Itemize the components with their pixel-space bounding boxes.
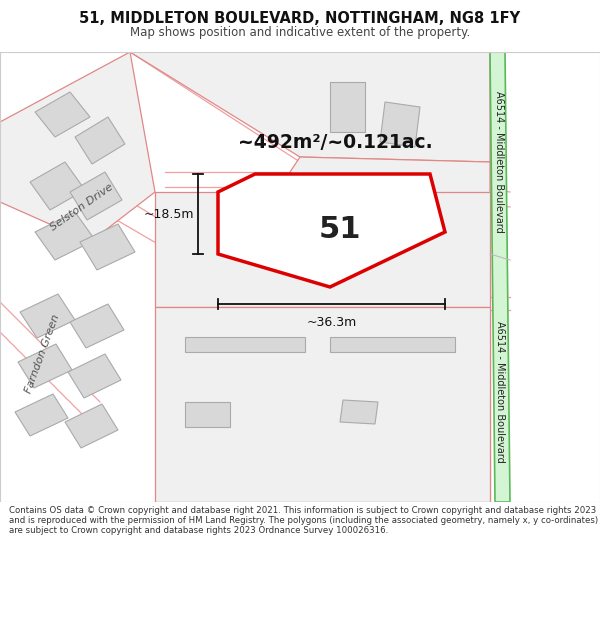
Polygon shape <box>290 157 490 282</box>
Polygon shape <box>30 162 85 210</box>
Text: A6514 - Middleton Boulevard: A6514 - Middleton Boulevard <box>495 321 505 463</box>
Text: Contains OS data © Crown copyright and database right 2021. This information is : Contains OS data © Crown copyright and d… <box>9 506 598 536</box>
Polygon shape <box>155 307 490 502</box>
Polygon shape <box>70 304 124 348</box>
Text: Map shows position and indicative extent of the property.: Map shows position and indicative extent… <box>130 26 470 39</box>
Text: A6514 - Middleton Boulevard: A6514 - Middleton Boulevard <box>494 91 504 233</box>
Polygon shape <box>70 172 122 220</box>
Polygon shape <box>130 52 490 162</box>
Polygon shape <box>0 52 155 242</box>
Polygon shape <box>185 402 230 427</box>
Text: 51: 51 <box>319 214 361 244</box>
Polygon shape <box>155 192 490 307</box>
Text: Farndon Green: Farndon Green <box>23 313 61 395</box>
Polygon shape <box>35 212 95 260</box>
Text: 51, MIDDLETON BOULEVARD, NOTTINGHAM, NG8 1FY: 51, MIDDLETON BOULEVARD, NOTTINGHAM, NG8… <box>79 11 521 26</box>
Polygon shape <box>245 194 290 232</box>
Polygon shape <box>65 404 118 448</box>
Text: ~18.5m: ~18.5m <box>143 208 194 221</box>
Polygon shape <box>330 231 368 270</box>
Text: Selston Drive: Selston Drive <box>49 182 115 232</box>
Text: ~36.3m: ~36.3m <box>307 316 356 329</box>
Polygon shape <box>35 92 90 137</box>
Polygon shape <box>380 102 420 147</box>
Polygon shape <box>218 174 445 287</box>
Polygon shape <box>80 224 135 270</box>
Polygon shape <box>490 52 510 502</box>
Text: ~492m²/~0.121ac.: ~492m²/~0.121ac. <box>238 132 433 151</box>
Polygon shape <box>330 337 455 352</box>
Polygon shape <box>340 400 378 424</box>
Polygon shape <box>185 337 305 352</box>
Polygon shape <box>18 344 72 388</box>
Polygon shape <box>20 294 75 338</box>
Polygon shape <box>75 117 125 164</box>
Polygon shape <box>330 82 365 132</box>
Polygon shape <box>15 394 68 436</box>
Polygon shape <box>68 354 121 398</box>
